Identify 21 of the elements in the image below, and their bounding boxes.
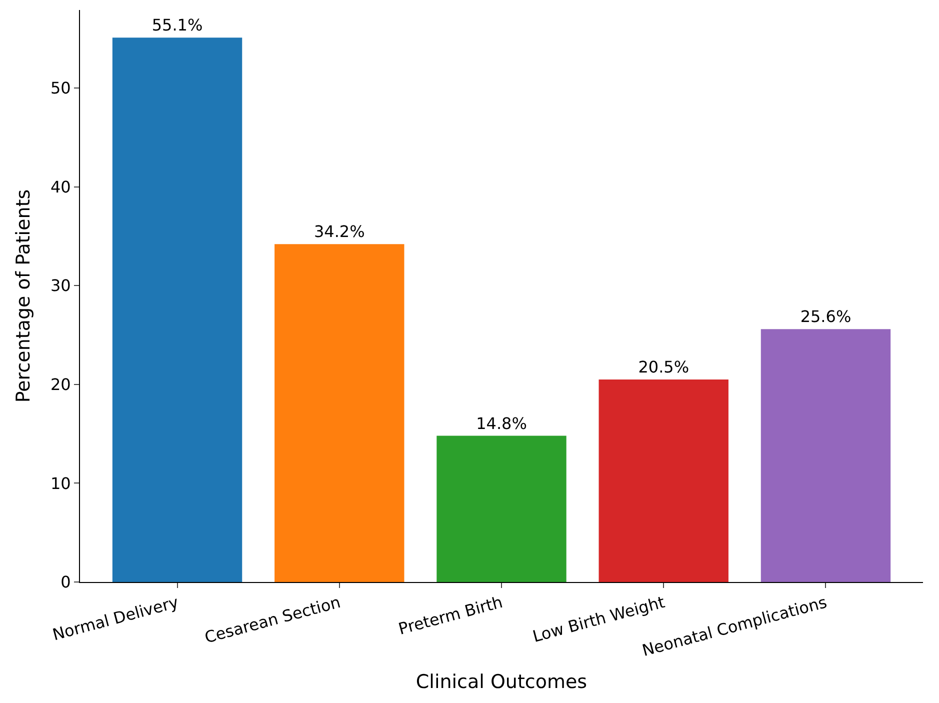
bar [274,244,404,582]
data-label: 14.8% [476,414,527,433]
data-label: 34.2% [314,222,365,242]
data-label: 55.1% [152,16,203,35]
y-tick-label: 40 [50,177,71,196]
bar [112,38,242,582]
bar [760,329,891,582]
y-tick-label: 30 [50,276,71,296]
y-tick-label: 20 [50,375,71,394]
bar [598,379,728,582]
bar [436,436,566,582]
y-tick-label: 0 [60,572,71,592]
y-tick-label: 50 [50,78,71,98]
x-tick-label: Cesarean Section [202,592,342,647]
y-axis-title: Percentage of Patients [12,189,34,403]
data-label: 20.5% [638,357,690,376]
x-tick-label: Normal Delivery [50,592,180,644]
x-tick-label: Preterm Birth [396,592,505,638]
x-axis-title: Clinical Outcomes [416,670,588,693]
y-tick-label: 10 [50,474,71,493]
data-label: 25.6% [800,307,852,326]
